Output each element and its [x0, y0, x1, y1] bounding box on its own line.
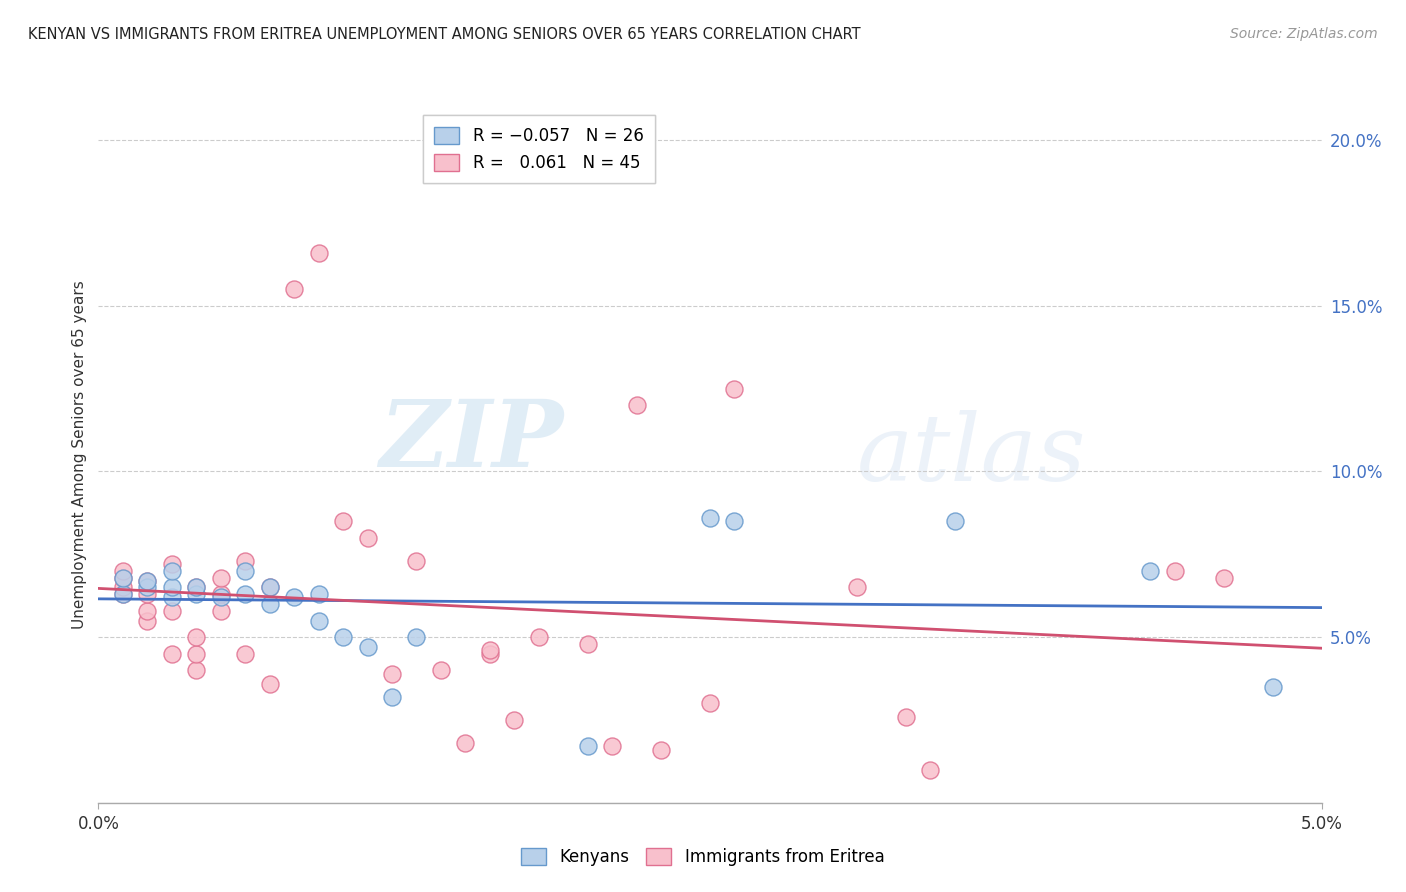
Point [259, 581, 281, 595]
Text: atlas: atlas [856, 410, 1087, 500]
Point [259, 597, 281, 611]
Point [209, 604, 232, 618]
Point [283, 591, 305, 605]
Point [233, 564, 256, 578]
Point [1212, 570, 1234, 584]
Point [136, 574, 159, 588]
Point [308, 245, 330, 260]
Point [111, 564, 134, 578]
Point [454, 736, 477, 750]
Text: ZIP: ZIP [380, 396, 564, 486]
Point [478, 647, 501, 661]
Point [576, 739, 599, 754]
Point [332, 630, 354, 644]
Point [283, 282, 305, 296]
Point [527, 630, 550, 644]
Legend: R = −0.057   N = 26, R =   0.061   N = 45: R = −0.057 N = 26, R = 0.061 N = 45 [423, 115, 655, 184]
Point [920, 763, 942, 777]
Point [160, 647, 183, 661]
Point [1139, 564, 1161, 578]
Point [136, 614, 159, 628]
Point [381, 666, 404, 681]
Point [1164, 564, 1187, 578]
Point [381, 690, 404, 704]
Point [209, 591, 232, 605]
Point [576, 637, 599, 651]
Point [356, 640, 378, 654]
Point [111, 587, 134, 601]
Point [478, 643, 501, 657]
Point [233, 647, 256, 661]
Point [723, 514, 745, 528]
Point [308, 614, 330, 628]
Point [209, 570, 232, 584]
Point [894, 709, 917, 723]
Point [356, 531, 378, 545]
Point [111, 570, 134, 584]
Point [111, 587, 134, 601]
Point [111, 581, 134, 595]
Point [430, 663, 453, 677]
Point [1261, 680, 1284, 694]
Point [308, 587, 330, 601]
Text: KENYAN VS IMMIGRANTS FROM ERITREA UNEMPLOYMENT AMONG SENIORS OVER 65 YEARS CORRE: KENYAN VS IMMIGRANTS FROM ERITREA UNEMPL… [28, 27, 860, 42]
Point [186, 581, 208, 595]
Point [943, 514, 966, 528]
Point [233, 587, 256, 601]
Point [160, 581, 183, 595]
Point [186, 581, 208, 595]
Point [626, 398, 648, 412]
Point [233, 554, 256, 568]
Point [160, 604, 183, 618]
Point [136, 581, 159, 595]
Point [650, 743, 672, 757]
Point [186, 647, 208, 661]
Y-axis label: Unemployment Among Seniors over 65 years: Unemployment Among Seniors over 65 years [72, 281, 87, 629]
Point [160, 591, 183, 605]
Point [332, 514, 354, 528]
Point [503, 713, 526, 727]
Point [186, 630, 208, 644]
Point [699, 511, 721, 525]
Point [259, 581, 281, 595]
Point [723, 382, 745, 396]
Text: Source: ZipAtlas.com: Source: ZipAtlas.com [1230, 27, 1378, 41]
Point [405, 554, 427, 568]
Point [209, 587, 232, 601]
Point [160, 558, 183, 572]
Point [136, 604, 159, 618]
Point [136, 574, 159, 588]
Point [259, 676, 281, 690]
Point [600, 739, 623, 754]
Point [845, 581, 868, 595]
Point [699, 697, 721, 711]
Point [186, 587, 208, 601]
Point [405, 630, 427, 644]
Point [111, 570, 134, 584]
Point [136, 587, 159, 601]
Point [160, 564, 183, 578]
Legend: Kenyans, Immigrants from Eritrea: Kenyans, Immigrants from Eritrea [513, 840, 893, 875]
Point [186, 663, 208, 677]
